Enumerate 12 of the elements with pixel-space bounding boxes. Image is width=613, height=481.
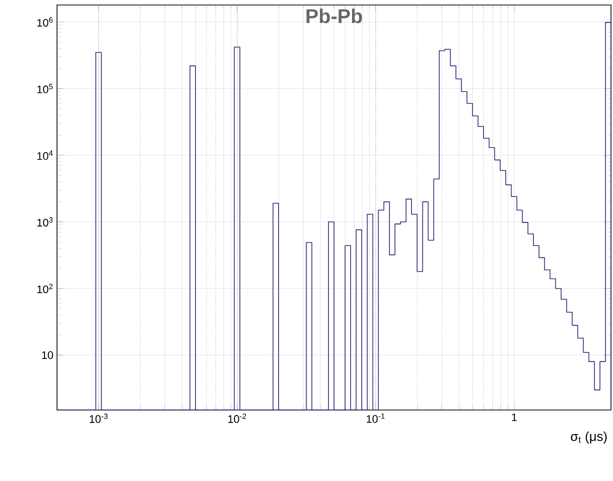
y-tick-label: 10$^{6}$ [37, 17, 53, 27]
y-tick-label: 10$^{3}$ [37, 217, 53, 227]
y-tick-label: 10$^{2}$ [37, 284, 53, 294]
x-tick-label: 10$^{-1}$ [366, 414, 385, 423]
x-tick-label: 1 [512, 414, 517, 422]
chart-title: Pb-Pb [306, 8, 362, 24]
x-axis-title: σ$_{t}$ (μs) [570, 432, 607, 444]
y-tick-label: 10$^{5}$ [37, 84, 53, 94]
y-tick-label: 10 [42, 351, 54, 359]
x-tick-label: 10$^{-3}$ [90, 414, 108, 423]
y-tick-label: 10$^{4}$ [37, 150, 53, 160]
x-tick-label: 10$^{-2}$ [228, 414, 246, 423]
